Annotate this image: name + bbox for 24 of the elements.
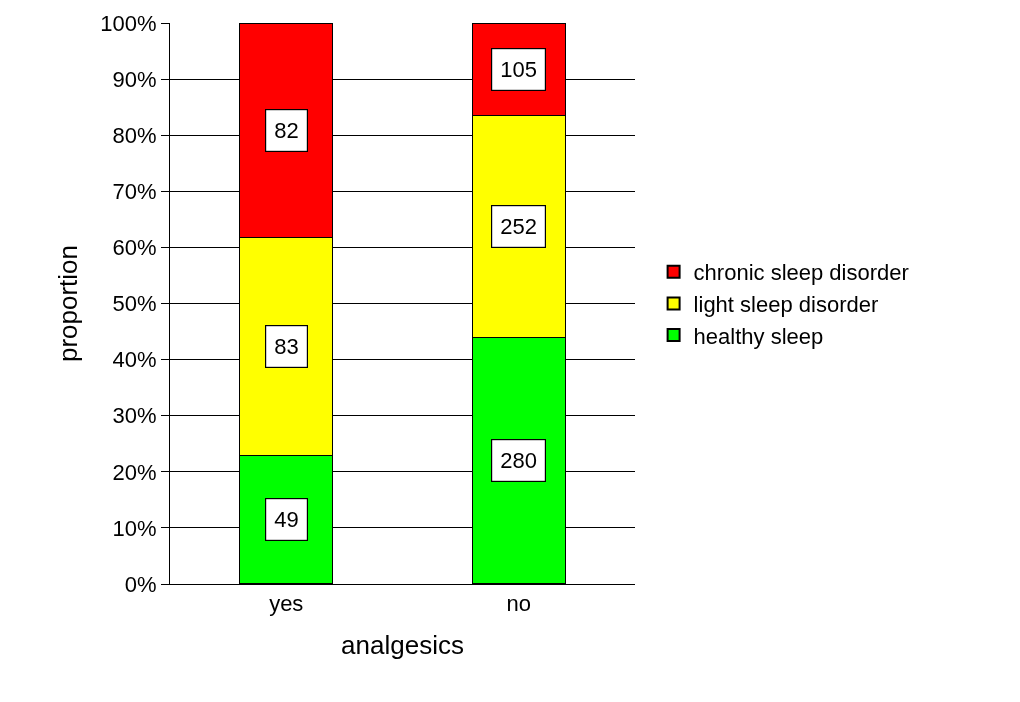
legend-label: light sleep disorder: [693, 291, 879, 317]
y-tick-label: 0%: [124, 571, 157, 597]
x-axis-title: analgesics: [341, 630, 464, 661]
x-tick-label: no: [506, 591, 531, 617]
y-tick-label: 10%: [112, 515, 157, 541]
annotation: 280: [500, 448, 537, 474]
y-tick-label: 70%: [112, 179, 157, 204]
y-tick-label: 40%: [112, 347, 157, 373]
y-axis-title: proportion: [52, 244, 83, 363]
x-tick-label: yes: [269, 591, 304, 617]
y-tick-label: 50%: [112, 291, 157, 317]
y-tick-label: 80%: [112, 122, 157, 148]
annotation: 49: [274, 507, 299, 533]
legend-label: healthy sleep: [693, 323, 824, 349]
legend-label: chronic sleep disorder: [693, 260, 909, 286]
annotation: 252: [500, 214, 537, 240]
y-tick-label: 90%: [112, 66, 157, 92]
y-tick-label: 100%: [100, 10, 157, 36]
annotation: 82: [274, 118, 299, 144]
y-tick-label: 20%: [112, 459, 157, 485]
y-tick-label: 30%: [112, 403, 157, 429]
annotation: 83: [274, 334, 299, 360]
y-tick-label: 60%: [112, 235, 157, 261]
annotation: 105: [500, 57, 537, 83]
